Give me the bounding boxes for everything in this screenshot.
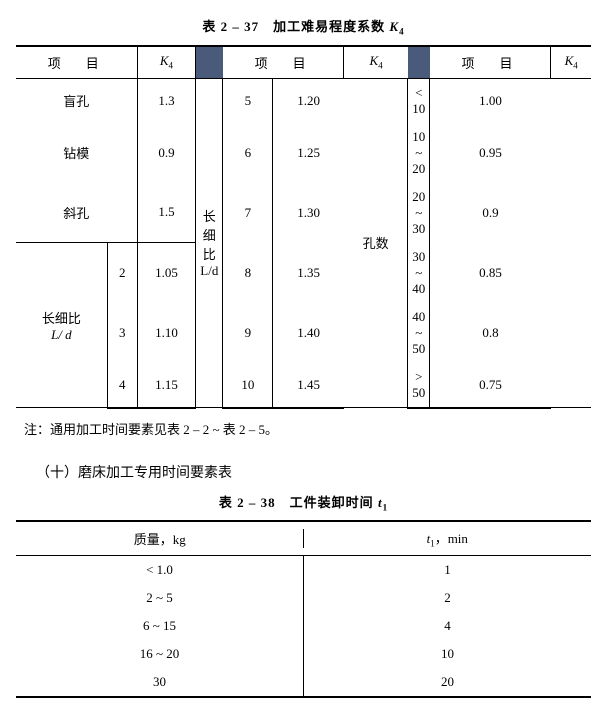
t1-c1-k4: 1.05	[137, 243, 196, 303]
table1-k4-sym: K	[389, 19, 399, 34]
t1-c1-k2: 0.9	[137, 123, 196, 183]
t1-c1-slender-label: 长细比 L/ d	[16, 243, 107, 408]
table1-note: 注：通用加工时间要素见表 2 – 2 ~ 表 2 – 5。	[24, 419, 591, 438]
t1-h-item3: 项 目	[430, 46, 551, 79]
t1-h-item1: 项 目	[16, 46, 137, 79]
t1-c3-i2: 10 ~ 20	[408, 123, 430, 183]
t2-h-mass: 质量，kg	[16, 521, 304, 555]
t1-c2-k4: 1.35	[273, 243, 344, 303]
t1-h-k2: K4	[344, 46, 408, 79]
t1-c1-k5: 1.10	[137, 303, 196, 363]
t2-r2-m: 2 ~ 5	[16, 584, 304, 612]
t1-c3-k1: 1.00	[430, 78, 551, 123]
section-title: （十）磨床加工专用时间要素表	[36, 462, 591, 482]
t1-c2-i2: 6	[223, 123, 273, 183]
t1-c2-k1: 1.20	[273, 78, 344, 123]
t2-r2-t: 2	[304, 584, 592, 612]
t1-h-k1: K4	[137, 46, 196, 79]
t1-c3-k4: 0.85	[430, 243, 551, 303]
t1-c1-k6: 1.15	[137, 363, 196, 408]
table2-t1-sub: 1	[383, 502, 389, 512]
t1-c1-r3: 斜孔	[16, 183, 137, 243]
t1-c1-s2: 3	[107, 303, 137, 363]
table2: 质量，kg t1，min < 1.01 2 ~ 52 6 ~ 154 16 ~ …	[16, 520, 591, 698]
t2-r3-m: 6 ~ 15	[16, 612, 304, 640]
table1-k4-sub: 4	[399, 27, 405, 37]
t1-c1-s1: 2	[107, 243, 137, 303]
t1-vbar1	[196, 46, 223, 79]
table1: 项 目 K4 项 目 K4 项 目 K4 盲孔 1.3 长细比 L/d 5 1.…	[16, 45, 591, 409]
t2-h-t1: t1，min	[304, 521, 592, 555]
t1-c3-i6: > 50	[408, 363, 430, 408]
t2-r5-t: 20	[304, 668, 592, 697]
t1-c1-s3: 4	[107, 363, 137, 408]
t2-r4-m: 16 ~ 20	[16, 640, 304, 668]
table2-title: 表 2 – 38 工件装卸时间 t1	[16, 492, 591, 513]
t1-c1-k1: 1.3	[137, 78, 196, 123]
t1-c3-k6: 0.75	[430, 363, 551, 408]
t1-c2-k5: 1.40	[273, 303, 344, 363]
t1-c2-i5: 9	[223, 303, 273, 363]
t1-c2-k3: 1.30	[273, 183, 344, 243]
table1-title-pre: 表 2 – 37 加工难易程度系数	[202, 19, 389, 34]
t1-c2-i1: 5	[223, 78, 273, 123]
t1-c3-i5: 40 ~ 50	[408, 303, 430, 363]
t1-c2-i6: 10	[223, 363, 273, 408]
t1-c2-label: 长细比 L/d	[196, 78, 223, 408]
t1-c2-i3: 7	[223, 183, 273, 243]
t1-c3-label: 孔数	[344, 78, 408, 408]
t1-h-item2: 项 目	[223, 46, 344, 79]
t1-c1-k3: 1.5	[137, 183, 196, 243]
t2-r1-t: 1	[304, 555, 592, 584]
t1-c1-r1: 盲孔	[16, 78, 137, 123]
t1-c3-i3: 20 ~ 30	[408, 183, 430, 243]
t1-c3-k5: 0.8	[430, 303, 551, 363]
t1-h-k3: K4	[551, 46, 591, 79]
t2-r3-t: 4	[304, 612, 592, 640]
t1-c2-i4: 8	[223, 243, 273, 303]
t1-c1-r2: 钻模	[16, 123, 137, 183]
table1-title: 表 2 – 37 加工难易程度系数 K4	[16, 16, 591, 37]
table2-title-pre: 表 2 – 38 工件装卸时间	[219, 495, 378, 510]
t1-c2-k6: 1.45	[273, 363, 344, 408]
t1-c3-k2: 0.95	[430, 123, 551, 183]
t2-r4-t: 10	[304, 640, 592, 668]
t1-c2-k2: 1.25	[273, 123, 344, 183]
t2-r5-m: 30	[16, 668, 304, 697]
t1-c3-i1: < 10	[408, 78, 430, 123]
t1-vbar2	[408, 46, 430, 79]
t1-c3-k3: 0.9	[430, 183, 551, 243]
t2-r1-m: < 1.0	[16, 555, 304, 584]
t1-c3-i4: 30 ~ 40	[408, 243, 430, 303]
